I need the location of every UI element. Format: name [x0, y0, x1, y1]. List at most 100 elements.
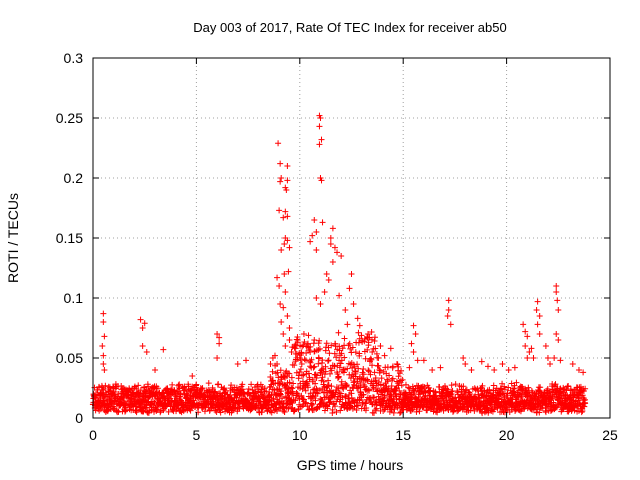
baseline-point	[384, 378, 391, 385]
baseline-point	[432, 389, 439, 396]
baseline-point	[325, 382, 332, 389]
baseline-point	[337, 407, 344, 414]
baseline-point	[331, 350, 338, 357]
baseline-point	[397, 391, 404, 398]
data-point	[444, 313, 451, 319]
baseline-point	[486, 386, 493, 393]
baseline-point	[454, 388, 461, 395]
data-point	[534, 298, 541, 305]
data-point	[100, 361, 107, 367]
data-point	[286, 337, 293, 343]
baseline-point	[338, 350, 345, 357]
baseline-point	[363, 400, 370, 407]
data-point	[100, 319, 107, 325]
data-point	[214, 331, 221, 337]
data-point	[101, 333, 108, 340]
y-tick-label: 0.05	[56, 350, 83, 366]
baseline-point	[576, 400, 583, 407]
baseline-point	[388, 406, 395, 413]
data-point	[342, 307, 349, 313]
baseline-point	[505, 384, 512, 391]
baseline-point	[151, 392, 158, 399]
data-point	[420, 357, 427, 364]
baseline-point	[536, 409, 543, 416]
baseline-point	[582, 385, 589, 392]
baseline-point	[245, 385, 252, 392]
data-point	[437, 364, 444, 371]
baseline-point	[434, 409, 441, 416]
baseline-point	[212, 388, 219, 395]
data-point	[505, 367, 512, 373]
baseline-point	[298, 392, 305, 399]
baseline-point	[448, 388, 455, 395]
data-point	[316, 141, 323, 148]
baseline-point	[367, 355, 374, 362]
y-tick-label: 0.1	[64, 290, 84, 306]
baseline-point	[313, 372, 320, 379]
baseline-point	[289, 400, 296, 407]
baseline-point	[521, 403, 528, 410]
baseline-point	[367, 371, 374, 378]
data-point	[277, 160, 284, 167]
data-point	[300, 331, 307, 337]
baseline-point	[336, 364, 343, 371]
data-point	[139, 325, 146, 331]
data-point	[281, 241, 288, 247]
data-point	[288, 349, 295, 355]
baseline-point	[286, 370, 293, 377]
x-tick-label: 15	[395, 427, 411, 443]
baseline-point	[205, 380, 212, 387]
baseline-point	[312, 371, 319, 378]
data-point	[286, 325, 293, 331]
baseline-point	[316, 337, 323, 344]
baseline-point	[349, 365, 356, 372]
baseline-point	[115, 391, 122, 398]
baseline-point	[339, 345, 346, 352]
data-point	[277, 301, 284, 307]
baseline-point	[193, 381, 200, 388]
baseline-point	[307, 343, 314, 350]
baseline-point	[305, 370, 312, 377]
baseline-point	[359, 401, 366, 408]
baseline-point	[301, 338, 308, 345]
baseline-point	[471, 385, 478, 392]
baseline-point	[395, 373, 402, 380]
baseline-point	[328, 342, 335, 349]
data-point	[141, 320, 148, 327]
baseline-point	[360, 371, 367, 378]
baseline-point	[398, 367, 405, 374]
data-point	[534, 321, 541, 328]
data-point	[557, 357, 564, 364]
data-point	[274, 361, 281, 367]
baseline-point	[309, 401, 316, 408]
baseline-point	[267, 360, 274, 367]
baseline-point	[329, 406, 336, 413]
data-point	[327, 235, 334, 241]
baseline-point	[366, 368, 373, 375]
data-point	[555, 337, 562, 343]
baseline-point	[145, 393, 152, 400]
data-point	[321, 289, 328, 295]
baseline-point	[327, 370, 334, 377]
y-tick-labels: 0 0.05 0.1 0.15 0.2 0.25 0.3	[56, 50, 83, 426]
y-tick-label: 0.25	[56, 110, 83, 126]
baseline-point	[157, 407, 164, 414]
baseline-point	[340, 369, 347, 376]
data-point	[325, 277, 332, 283]
baseline-point	[368, 329, 375, 336]
data-point	[547, 361, 554, 367]
data-point	[334, 249, 341, 256]
baseline-point	[140, 408, 147, 415]
data-point	[533, 307, 540, 313]
baseline-point	[369, 362, 376, 369]
data-point	[499, 361, 506, 367]
data-point	[356, 335, 363, 342]
baseline-point	[332, 403, 339, 410]
baseline-point	[502, 386, 509, 393]
baseline-point	[396, 409, 403, 416]
baseline-point	[227, 392, 234, 399]
baseline-point	[309, 393, 316, 400]
y-tick-label: 0.15	[56, 230, 83, 246]
baseline-point	[535, 388, 542, 395]
